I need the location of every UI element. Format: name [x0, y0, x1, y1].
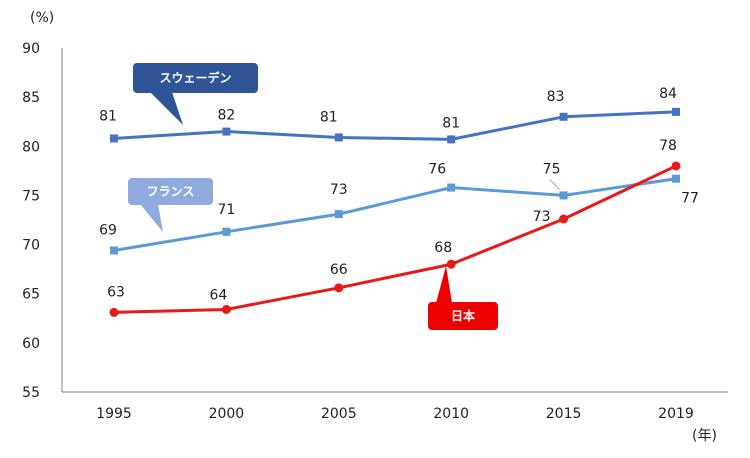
- x-tick-labels: 1995 2000 2005 2010 2015 2019: [96, 406, 694, 422]
- data-point-japan: [109, 307, 119, 317]
- data-point-japan: [446, 259, 456, 269]
- data-point-japan: [671, 161, 681, 171]
- x-tick-label: 2019: [658, 406, 694, 422]
- y-tick-label: 80: [22, 139, 40, 155]
- series-japan: 63 64 66 68 73 78: [107, 138, 681, 317]
- data-point-sweden: [334, 133, 343, 142]
- series-layer: 81 82 81 81 83 84 69 71 73 76 75 77 63 64 66 68 73 78: [99, 86, 699, 317]
- x-tick-label: 1995: [96, 406, 132, 422]
- data-label-france: 71: [217, 202, 235, 218]
- data-point-france: [222, 227, 231, 236]
- data-label-sweden: 81: [99, 108, 117, 124]
- callout-japan: 日本: [428, 266, 498, 330]
- data-point-sweden: [672, 107, 680, 116]
- data-label-france: 73: [330, 182, 348, 198]
- x-tick-label: 2005: [321, 406, 357, 422]
- callout-tail: [140, 204, 163, 232]
- series-france: 69 71 73 76 75 77: [99, 161, 699, 255]
- data-label-france: 77: [681, 191, 699, 207]
- callout-france: フランス: [128, 178, 213, 232]
- data-label-japan: 73: [533, 209, 551, 225]
- data-point-sweden: [559, 112, 568, 121]
- data-label-japan: 78: [659, 138, 677, 154]
- data-point-japan: [221, 304, 231, 314]
- data-point-sweden: [222, 127, 231, 136]
- y-tick-labels: 55 60 65 70 75 80 85 90: [22, 41, 40, 401]
- callout-tail: [150, 92, 183, 125]
- series-line-sweden: [113, 110, 677, 141]
- data-label-sweden: 81: [442, 115, 460, 131]
- series-sweden: 81 82 81 81 83 84: [99, 86, 680, 144]
- data-point-japan: [334, 283, 344, 293]
- callout-tail: [436, 266, 452, 303]
- data-point-france: [447, 183, 456, 192]
- series-name-label: フランス: [147, 185, 195, 199]
- axes: [61, 48, 728, 393]
- series-line-japan: [113, 164, 677, 314]
- data-point-sweden: [110, 134, 118, 143]
- data-label-france: 75: [543, 161, 561, 177]
- data-point-france: [672, 174, 680, 183]
- data-label-sweden: 84: [659, 86, 677, 102]
- x-unit-label: (年): [692, 428, 717, 444]
- data-label-france: 76: [428, 162, 446, 178]
- data-label-japan: 66: [330, 262, 348, 278]
- data-point-france: [334, 210, 343, 219]
- y-tick-label: 90: [22, 41, 40, 57]
- y-tick-label: 65: [22, 287, 40, 303]
- data-label-sweden: 81: [320, 109, 338, 125]
- callout-sweden: スウェーデン: [133, 63, 258, 125]
- data-point-france: [110, 246, 118, 255]
- x-tick-label: 2010: [433, 406, 469, 422]
- series-name-label: スウェーデン: [159, 70, 231, 85]
- y-tick-label: 55: [22, 385, 40, 401]
- data-point-japan: [559, 214, 569, 224]
- data-label-japan: 64: [209, 287, 227, 303]
- data-label-sweden: 83: [547, 89, 565, 105]
- y-unit-label: (%): [30, 10, 54, 26]
- leader-line: [549, 179, 560, 190]
- y-tick-label: 75: [22, 188, 40, 204]
- y-tick-label: 85: [22, 90, 40, 106]
- callout-box: [133, 63, 258, 93]
- callout-box: [428, 302, 498, 330]
- series-line-france: [113, 177, 677, 252]
- x-tick-label: 2000: [209, 406, 245, 422]
- series-name-label: 日本: [451, 308, 475, 323]
- data-label-japan: 63: [107, 284, 125, 300]
- data-label-france: 69: [99, 222, 117, 238]
- y-tick-label: 60: [22, 336, 40, 352]
- data-point-sweden: [447, 135, 456, 144]
- y-tick-label: 70: [22, 238, 40, 254]
- callout-box: [128, 178, 213, 205]
- x-tick-label: 2015: [546, 406, 582, 422]
- data-label-sweden: 82: [217, 108, 235, 124]
- data-label-japan: 68: [434, 240, 452, 256]
- data-point-france: [559, 191, 568, 200]
